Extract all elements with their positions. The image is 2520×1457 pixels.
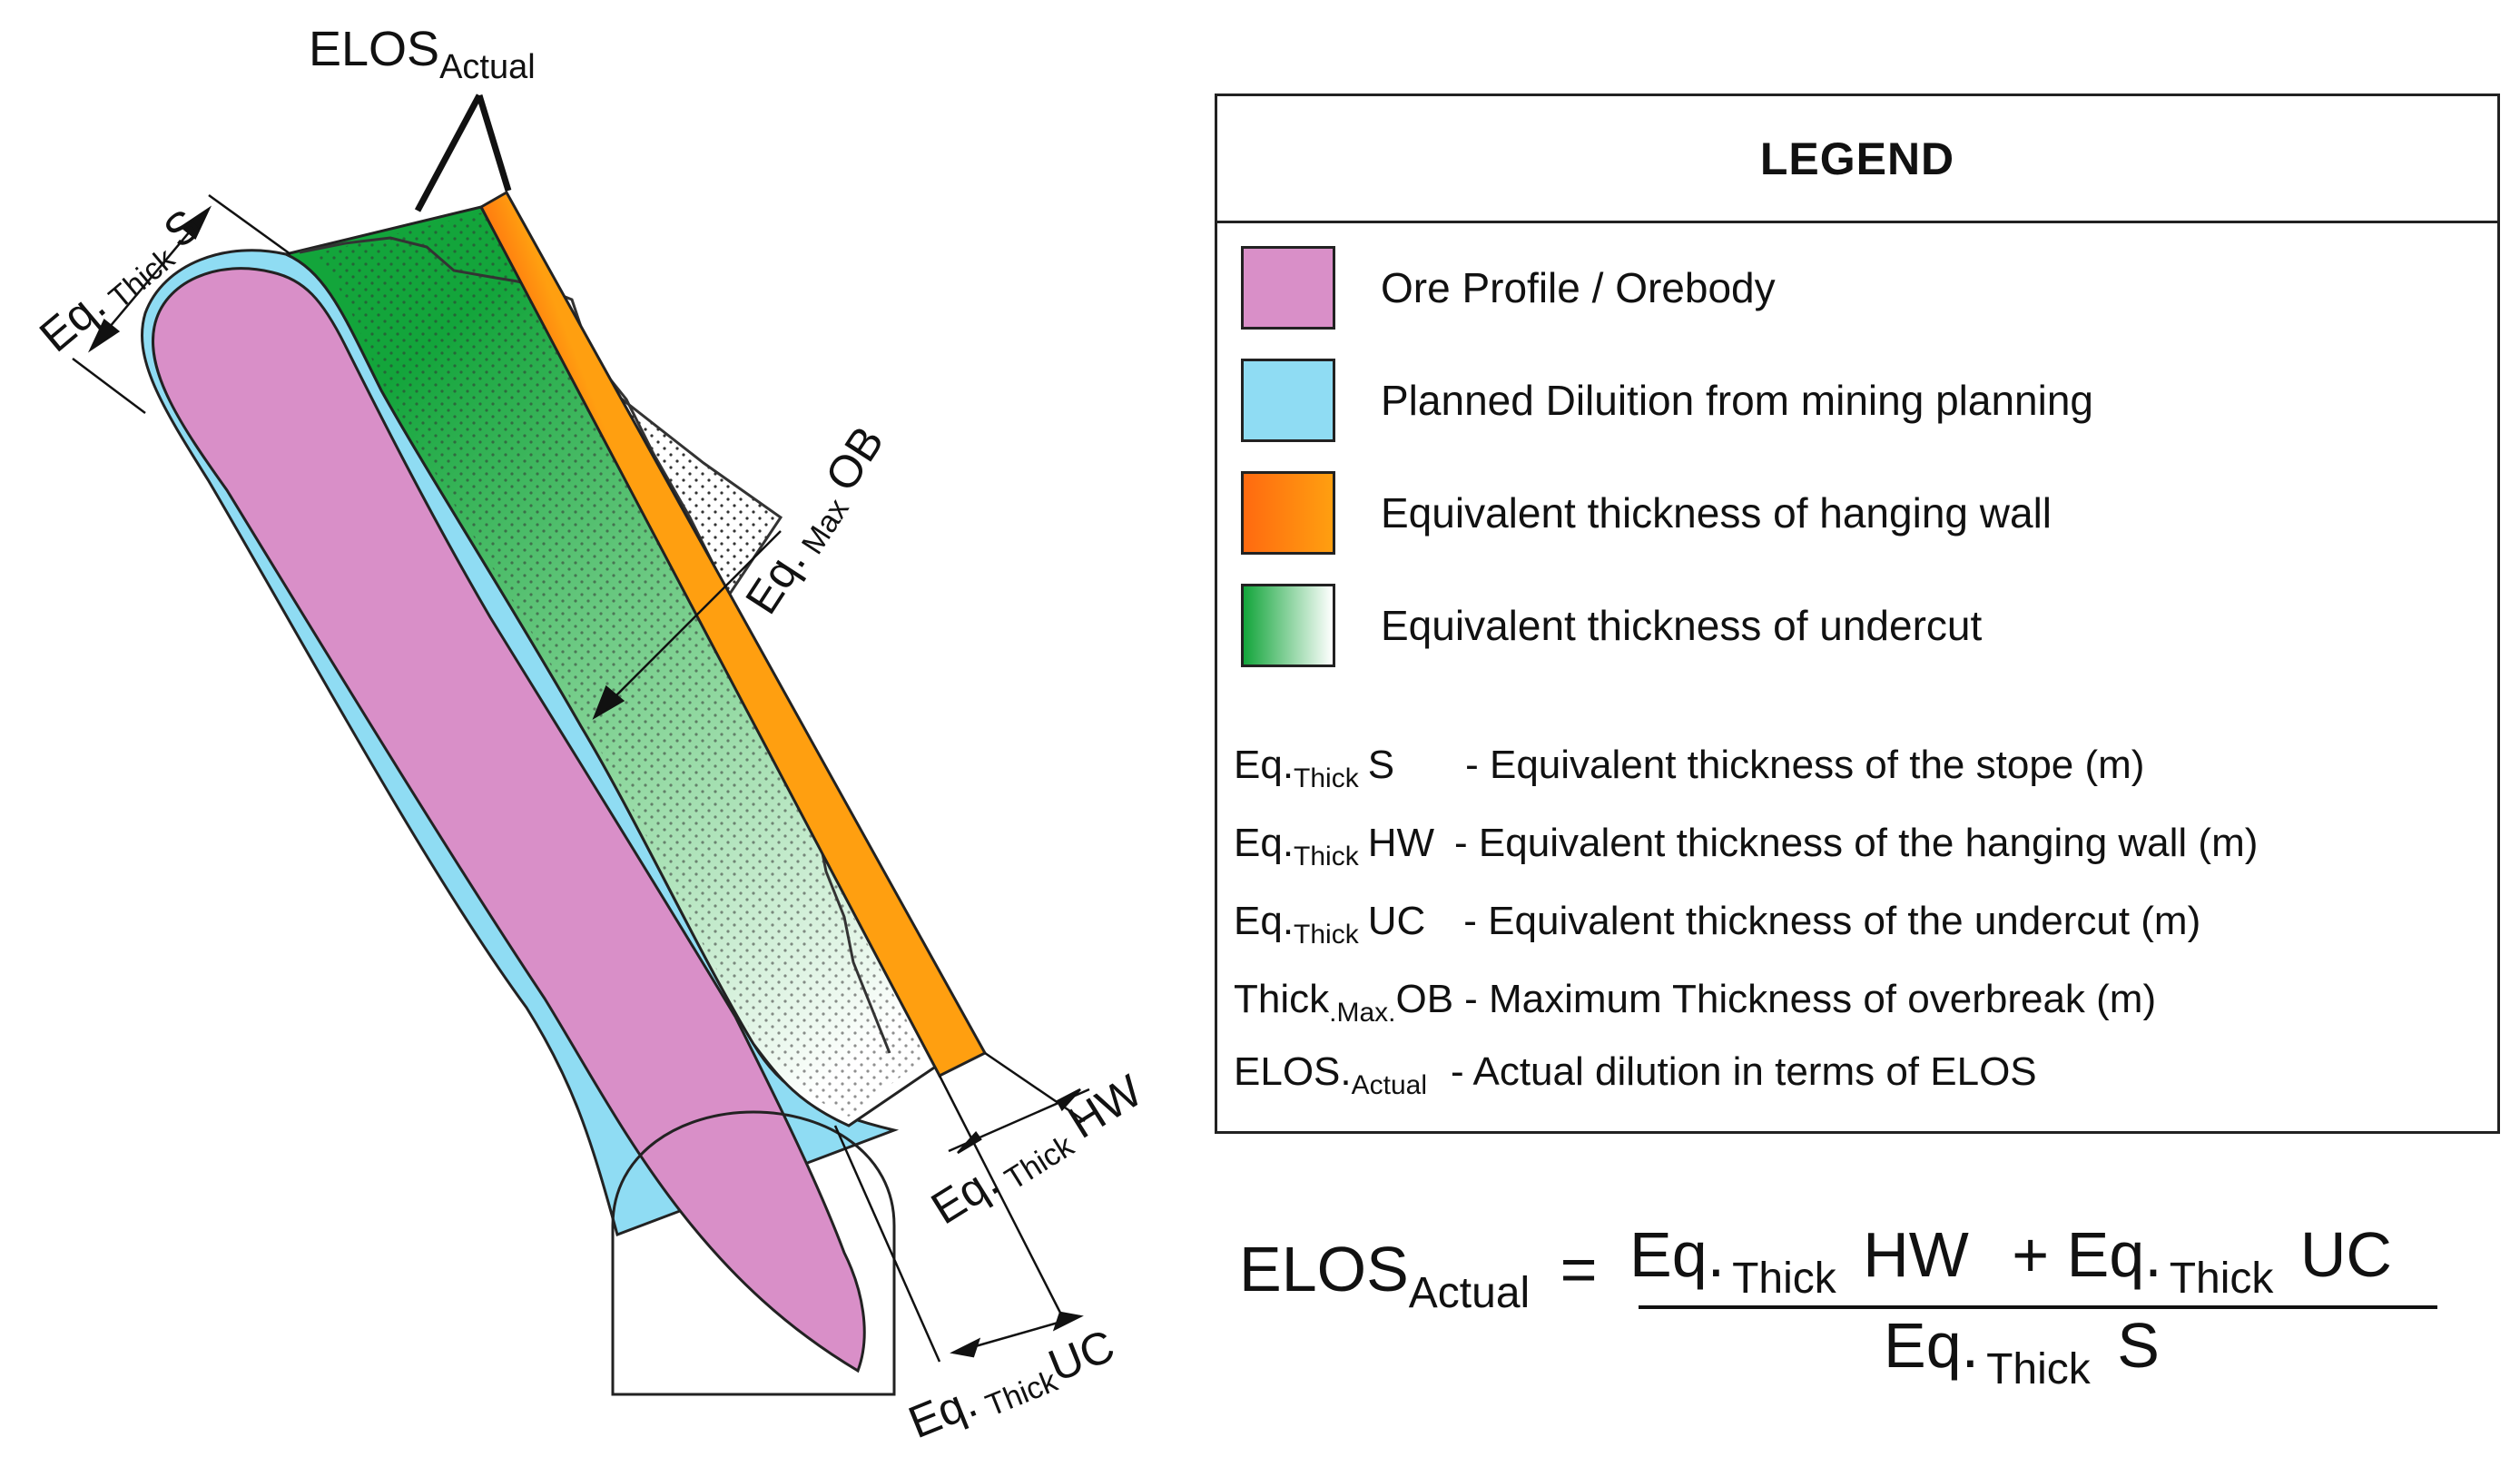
abbr-post: OB	[1395, 977, 1454, 1021]
formula-lhs-main: ELOS	[1239, 1234, 1409, 1304]
legend-item-label: Planned Diluition from mining planning	[1381, 377, 2094, 424]
formula-num-a-pre: Eq.	[1629, 1219, 1726, 1290]
abbr-sub: Thick	[1294, 842, 1359, 871]
formula-num-a-post: HW	[1863, 1219, 1969, 1290]
formula-num-a-sub: Thick	[1732, 1255, 1836, 1303]
stope-diagram: ELOSActual Eq.ThickS Eq.MaxOB Eq.ThickHW…	[30, 22, 1151, 1452]
formula-num-b-post: UC	[2299, 1219, 2392, 1290]
undercut-dots	[313, 211, 926, 1117]
abbr-eq-thick-hw: Eq.Thick HW - Equivalent thickness of the …	[1234, 821, 2258, 872]
dimension-uc-thickness	[833, 1125, 1084, 1363]
formula-fraction-bar	[1639, 1305, 2437, 1309]
eq-thick-hw-hw: HW	[1059, 1065, 1151, 1148]
legend-title: LEGEND	[1217, 96, 2497, 223]
abbr-pre: Eq.	[1234, 743, 1294, 787]
formula-numerator: Eq. Thick HW + Eq. Thick UC	[1629, 1218, 2392, 1304]
elos-actual-sub: Actual	[439, 48, 536, 86]
eq-thick-uc-eq: Eq.	[901, 1375, 984, 1448]
formula-equals: =	[1560, 1234, 1598, 1304]
eq-thick-hw-sub: Thick	[999, 1128, 1080, 1197]
abbr-post: UC	[1367, 899, 1426, 943]
elos-actual-main: ELOS	[309, 22, 439, 76]
abbr-desc: - Maximum Thickness of overbreak (m)	[1464, 977, 2157, 1021]
elos-formula: ELOSActual = Eq. Thick HW + Eq. Thick UC E…	[1239, 1198, 2446, 1416]
planned-dilution-swatch	[1241, 359, 1335, 442]
abbr-pre: ELOS.	[1234, 1049, 1352, 1094]
abbr-sub: .Max.	[1329, 998, 1396, 1028]
abbr-thick-max-ob: Thick.Max.OB - Maximum Thickness of overb…	[1234, 977, 2156, 1029]
legend-box: LEGEND Ore Profile / Orebody Planned Dil…	[1215, 94, 2500, 1134]
abbr-sub: Actual	[1351, 1070, 1428, 1100]
eq-max-ob-sub: Max	[795, 493, 856, 561]
legend-item-planned-dilution: Planned Diluition from mining planning	[1241, 359, 2093, 442]
abbr-eq-thick-uc: Eq.Thick UC - Equivalent thickness of the …	[1234, 899, 2200, 950]
legend-item-label: Equivalent thickness of hanging wall	[1381, 489, 2052, 537]
eq-thick-hw-eq: Eq.	[922, 1155, 1007, 1234]
undercut-swatch	[1241, 584, 1335, 667]
formula-num-b-sub: Thick	[2169, 1255, 2274, 1303]
formula-lhs-sub: Actual	[1408, 1269, 1531, 1317]
eq-max-ob-ob: OB	[815, 418, 893, 500]
hanging-wall-swatch	[1241, 471, 1335, 555]
abbr-post: S	[1367, 743, 1395, 787]
abbr-eq-thick-s: Eq.Thick S - Equivalent thickness of the s…	[1234, 743, 2144, 794]
formula-den-sub: Thick	[1986, 1345, 2091, 1393]
formula-lhs: ELOSActual =	[1239, 1233, 1598, 1318]
abbr-sub: Thick	[1294, 763, 1359, 793]
abbr-desc: - Actual dilution in terms of ELOS	[1451, 1049, 2037, 1094]
formula-den-post: S	[2117, 1310, 2160, 1381]
abbr-sub: Thick	[1294, 920, 1359, 950]
abbr-elos-actual: ELOS.Actual - Actual dilution in terms of…	[1234, 1049, 2037, 1101]
dimension-max-overbreak	[592, 530, 782, 720]
abbr-pre: Eq.	[1234, 899, 1294, 943]
formula-num-b-pre: Eq.	[2066, 1219, 2162, 1290]
dimension-hw-thickness	[938, 1051, 1090, 1317]
eq-thick-s-eq: Eq.	[30, 279, 114, 361]
abbr-desc: - Equivalent thickness of the undercut (…	[1463, 899, 2201, 943]
drive-outline	[611, 1110, 896, 1396]
formula-den-pre: Eq.	[1884, 1310, 1980, 1381]
legend-item-hanging-wall: Equivalent thickness of hanging wall	[1241, 471, 2052, 555]
elos-actual-label: ELOSActual	[309, 22, 536, 86]
formula-plus: +	[2012, 1219, 2050, 1290]
eq-thick-uc-label: Eq.ThickUC	[901, 1320, 1123, 1452]
dimension-stope-thickness	[72, 193, 291, 414]
formula-denominator: Eq. Thick S	[1884, 1309, 2160, 1394]
elos-actual-pointer	[414, 94, 512, 212]
legend-item-label: Ore Profile / Orebody	[1381, 264, 1776, 311]
legend-item-undercut: Equivalent thickness of undercut	[1241, 584, 1982, 667]
actual-wall-profile	[299, 236, 891, 1054]
legend-item-orebody: Ore Profile / Orebody	[1241, 246, 1776, 330]
orebody	[152, 267, 866, 1373]
eq-thick-uc-sub: Thick	[981, 1363, 1063, 1423]
abbr-post: HW	[1367, 821, 1435, 865]
abbr-pre: Eq.	[1234, 821, 1294, 865]
abbr-desc: - Equivalent thickness of the stope (m)	[1465, 743, 2145, 787]
abbr-desc: - Equivalent thickness of the hanging wa…	[1454, 821, 2259, 865]
abbr-pre: Thick	[1234, 977, 1330, 1021]
orebody-swatch	[1241, 246, 1335, 330]
legend-item-label: Equivalent thickness of undercut	[1381, 602, 1983, 649]
